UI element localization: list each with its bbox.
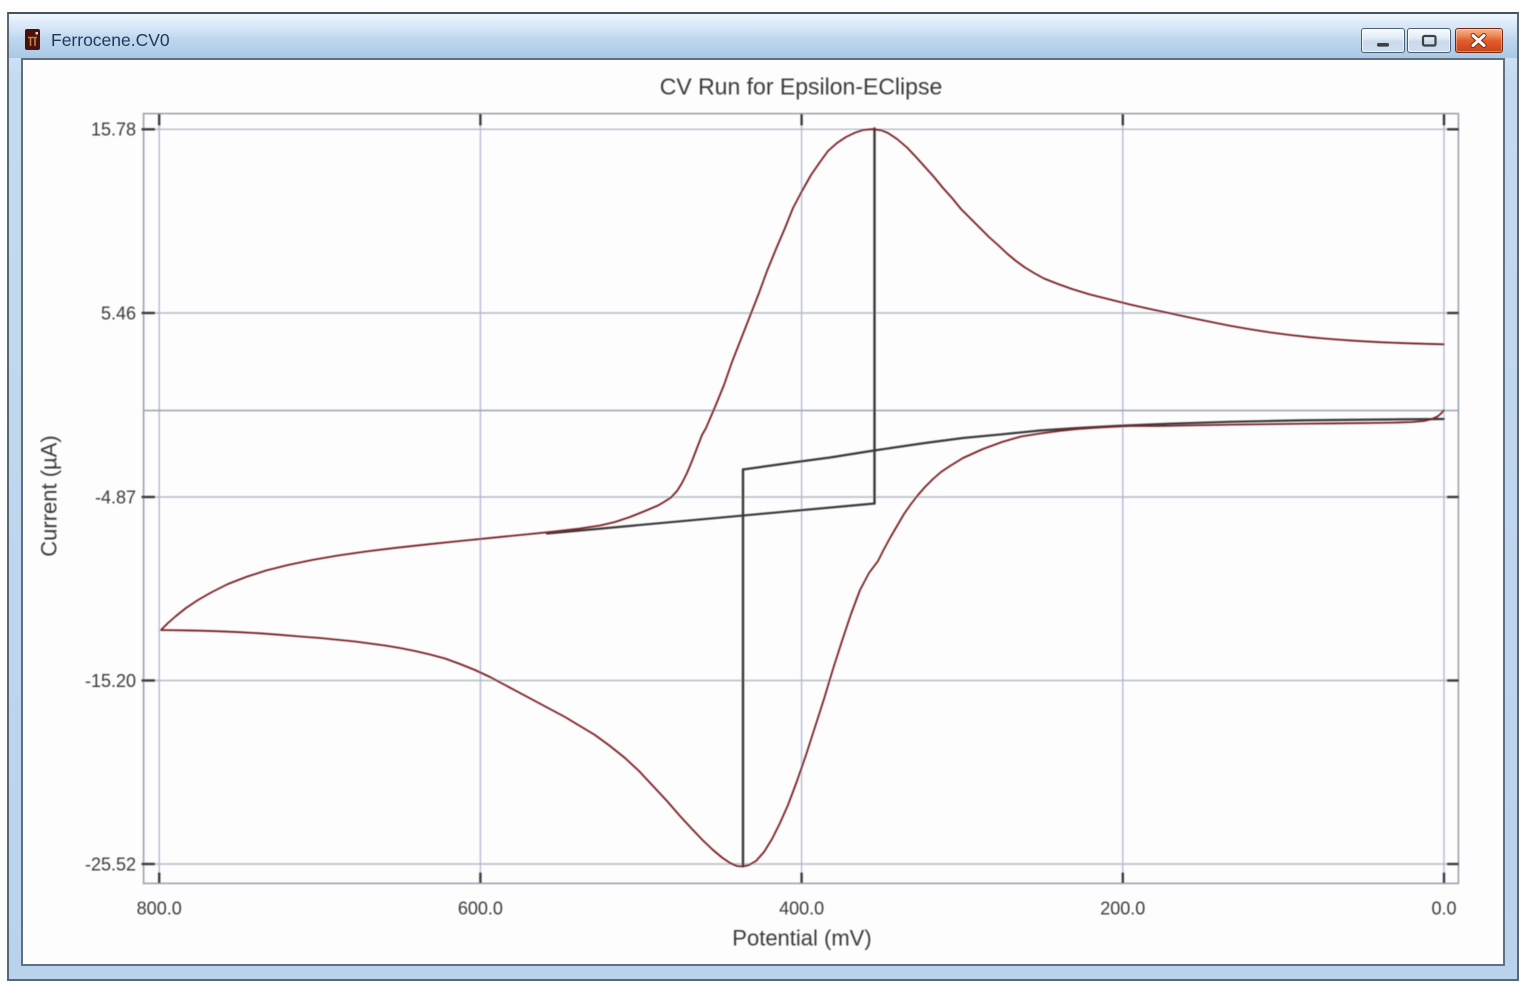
svg-text:-15.20: -15.20 — [85, 671, 136, 691]
svg-text:CV Run for Epsilon-EClipse: CV Run for Epsilon-EClipse — [660, 74, 943, 100]
svg-text:5.46: 5.46 — [101, 303, 136, 323]
svg-text:15.78: 15.78 — [91, 120, 136, 140]
svg-text:600.0: 600.0 — [458, 899, 503, 919]
svg-text:-4.87: -4.87 — [95, 487, 136, 507]
svg-text:Potential (mV): Potential (mV) — [732, 926, 871, 951]
svg-text:200.0: 200.0 — [1100, 899, 1145, 919]
svg-text:800.0: 800.0 — [137, 899, 182, 919]
svg-text:0.0: 0.0 — [1431, 899, 1456, 919]
svg-text:-25.52: -25.52 — [85, 854, 136, 874]
svg-text:Current (µA): Current (µA) — [37, 435, 62, 556]
svg-text:400.0: 400.0 — [779, 899, 824, 919]
